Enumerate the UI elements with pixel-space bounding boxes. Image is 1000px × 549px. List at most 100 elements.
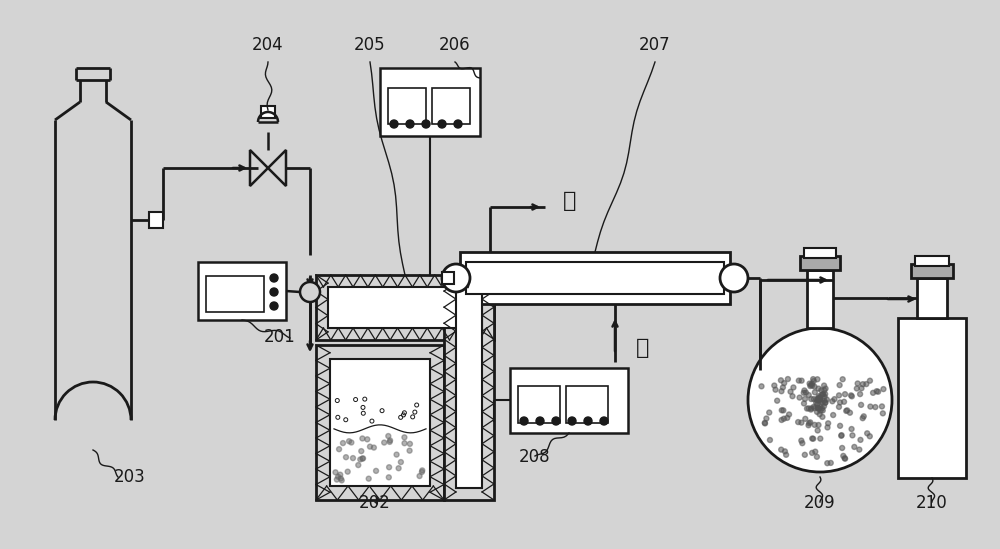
Circle shape xyxy=(839,433,844,438)
Circle shape xyxy=(812,422,817,427)
Bar xyxy=(466,262,724,294)
Circle shape xyxy=(791,385,796,390)
Circle shape xyxy=(402,441,407,446)
Circle shape xyxy=(387,439,392,444)
Circle shape xyxy=(825,461,830,466)
Circle shape xyxy=(454,120,462,128)
Circle shape xyxy=(407,441,412,446)
Circle shape xyxy=(843,391,848,397)
Circle shape xyxy=(773,387,778,392)
Circle shape xyxy=(842,456,847,461)
Circle shape xyxy=(799,438,804,443)
Circle shape xyxy=(785,416,790,421)
Circle shape xyxy=(788,389,793,394)
Circle shape xyxy=(568,417,576,425)
Circle shape xyxy=(859,402,864,407)
Circle shape xyxy=(830,399,835,404)
Circle shape xyxy=(818,404,823,409)
Circle shape xyxy=(382,440,387,445)
Circle shape xyxy=(812,390,817,395)
Bar xyxy=(510,368,628,433)
Circle shape xyxy=(816,423,821,428)
Circle shape xyxy=(796,419,801,424)
Circle shape xyxy=(767,410,772,415)
Circle shape xyxy=(806,423,811,428)
Circle shape xyxy=(820,391,825,396)
Circle shape xyxy=(810,381,815,386)
Circle shape xyxy=(337,447,342,452)
Circle shape xyxy=(825,425,830,430)
Circle shape xyxy=(367,444,372,449)
Circle shape xyxy=(864,382,869,386)
Circle shape xyxy=(763,421,768,426)
Circle shape xyxy=(841,453,846,458)
Circle shape xyxy=(779,408,784,413)
Circle shape xyxy=(420,468,425,473)
Text: 204: 204 xyxy=(252,36,284,54)
Circle shape xyxy=(823,400,828,405)
Circle shape xyxy=(785,377,790,382)
Circle shape xyxy=(270,302,278,310)
Circle shape xyxy=(816,397,821,402)
Circle shape xyxy=(386,475,391,480)
Circle shape xyxy=(823,400,828,405)
Circle shape xyxy=(858,391,863,396)
Circle shape xyxy=(347,439,352,444)
Circle shape xyxy=(366,476,371,481)
Circle shape xyxy=(386,434,391,439)
Circle shape xyxy=(822,404,827,408)
Circle shape xyxy=(810,450,815,455)
Circle shape xyxy=(815,398,820,404)
Circle shape xyxy=(818,397,823,402)
Circle shape xyxy=(799,420,804,425)
Circle shape xyxy=(819,393,824,397)
Circle shape xyxy=(333,470,338,475)
Circle shape xyxy=(360,436,365,441)
Bar xyxy=(460,252,730,304)
Circle shape xyxy=(803,390,808,395)
Circle shape xyxy=(356,463,361,468)
Circle shape xyxy=(815,428,820,433)
Circle shape xyxy=(843,456,848,461)
Circle shape xyxy=(814,410,819,414)
Bar xyxy=(911,264,953,278)
Circle shape xyxy=(820,408,825,413)
Circle shape xyxy=(810,383,815,388)
Circle shape xyxy=(807,421,812,425)
Circle shape xyxy=(818,436,823,441)
Circle shape xyxy=(808,384,813,389)
Circle shape xyxy=(837,393,842,398)
Bar xyxy=(432,88,470,124)
Circle shape xyxy=(782,380,787,385)
Circle shape xyxy=(801,390,806,395)
Circle shape xyxy=(849,427,854,432)
Circle shape xyxy=(767,438,772,442)
Circle shape xyxy=(817,397,822,402)
Circle shape xyxy=(340,441,345,446)
Circle shape xyxy=(811,436,816,441)
Circle shape xyxy=(803,416,808,421)
Circle shape xyxy=(849,393,854,398)
Circle shape xyxy=(822,394,827,399)
Circle shape xyxy=(417,474,422,479)
Circle shape xyxy=(826,421,831,426)
Circle shape xyxy=(784,452,789,457)
Circle shape xyxy=(822,388,827,393)
Circle shape xyxy=(720,264,748,292)
Circle shape xyxy=(810,436,815,441)
Circle shape xyxy=(270,274,278,282)
Circle shape xyxy=(815,377,820,382)
Circle shape xyxy=(837,383,842,388)
Circle shape xyxy=(811,377,816,382)
Circle shape xyxy=(584,417,592,425)
Circle shape xyxy=(842,399,847,404)
Circle shape xyxy=(807,381,812,386)
Bar xyxy=(149,212,163,228)
Circle shape xyxy=(857,447,862,452)
Circle shape xyxy=(852,445,857,450)
Circle shape xyxy=(823,391,828,396)
Bar xyxy=(807,270,833,328)
Circle shape xyxy=(387,465,392,470)
Text: 210: 210 xyxy=(916,494,948,512)
Circle shape xyxy=(360,456,365,461)
